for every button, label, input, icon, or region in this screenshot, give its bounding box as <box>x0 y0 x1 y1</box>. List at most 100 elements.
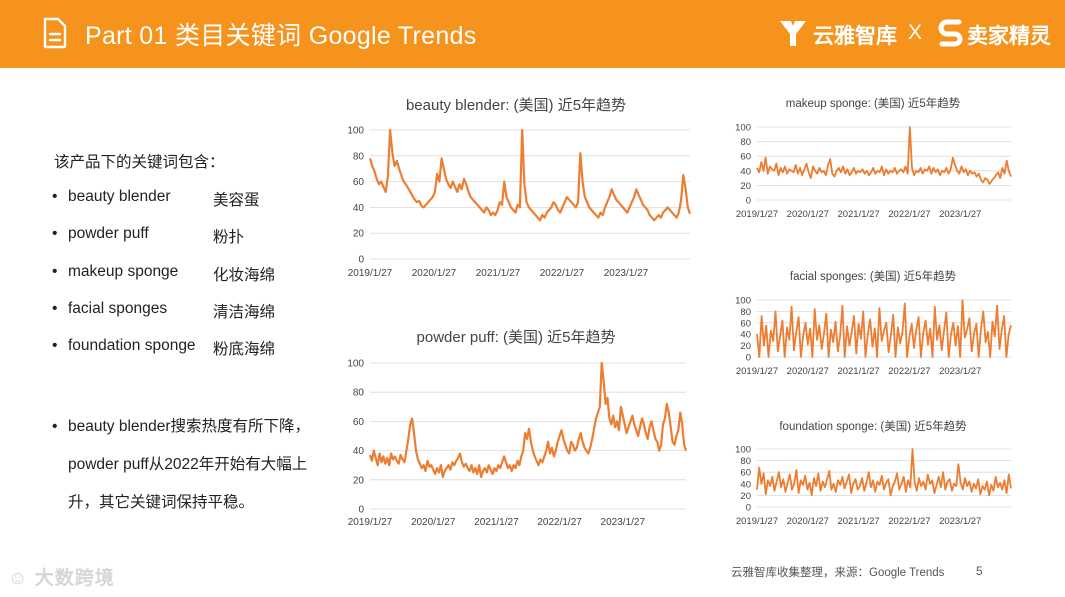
y-tick-label: 40 <box>740 479 751 490</box>
source-note: 云雅智库收集整理，来源：Google Trends <box>731 567 945 579</box>
x-tick-label: 2020/1/27 <box>787 516 829 527</box>
yunya-logo-icon <box>780 21 806 46</box>
intro-text: 该产品下的关键词包含： <box>54 154 225 171</box>
y-tick-label: 80 <box>353 388 365 399</box>
chart-makeup-sponge: makeup sponge: (美国) 近5年趋势 0 20 40 60 80 100 201… <box>735 96 1012 220</box>
y-tick-label: 20 <box>740 491 751 502</box>
keyword-en: foundation sponge <box>68 337 196 354</box>
x-tick-label: 2019/1/27 <box>736 209 778 220</box>
y-tick-label: 60 <box>740 318 751 329</box>
y-tick-label: 20 <box>740 341 751 352</box>
keyword-zh: 化妆海绵 <box>213 267 276 284</box>
x-tick-label: 2023/1/27 <box>601 517 646 528</box>
chart-title: beauty blender: (美国) 近5年趋势 <box>406 97 626 114</box>
y-tick-label: 100 <box>735 296 751 307</box>
x-tick-label: 2021/1/27 <box>474 517 519 528</box>
x-tick-label: 2022/1/27 <box>537 517 582 528</box>
y-tick-label: 0 <box>746 503 751 514</box>
bullet: • <box>52 263 58 280</box>
y-tick-label: 80 <box>740 137 751 148</box>
keyword-en: makeup sponge <box>68 263 179 280</box>
chart-foundation-sponge: foundation sponge: (美国) 近5年趋势 02040608010… <box>735 419 1012 527</box>
x-tick-label: 2022/1/27 <box>888 516 930 527</box>
brand-separator: X <box>908 21 923 44</box>
y-tick-label: 0 <box>746 196 751 207</box>
brand-yunya: 云雅智库 <box>813 25 897 48</box>
y-tick-label: 80 <box>353 151 365 162</box>
bullet: • <box>52 188 58 205</box>
chart-title: foundation sponge: (美国) 近5年趋势 <box>779 419 967 433</box>
brand-sellersprite: 卖家精灵 <box>967 25 1051 48</box>
keyword-zh: 清洁海绵 <box>213 304 276 321</box>
bullet: • <box>52 418 58 435</box>
keyword-zh: 粉扑 <box>213 229 245 246</box>
series-line <box>756 448 1012 497</box>
y-tick-label: 40 <box>740 166 751 177</box>
y-tick-label: 60 <box>740 152 751 163</box>
summary-text: beauty blender搜索热度有所下降，powder puff从2022年… <box>68 418 311 511</box>
chart-title: powder puff: (美国) 近5年趋势 <box>417 329 616 346</box>
y-tick-label: 80 <box>740 307 751 318</box>
x-tick-label: 2020/1/27 <box>787 209 829 220</box>
y-tick-label: 100 <box>347 359 364 370</box>
keyword-zh: 美容蛋 <box>213 192 260 209</box>
y-tick-label: 0 <box>358 505 364 516</box>
keyword-en: powder puff <box>68 225 149 242</box>
x-tick-label: 2019/1/27 <box>348 268 393 279</box>
chart-title: makeup sponge: (美国) 近5年趋势 <box>786 96 961 110</box>
y-tick-label: 100 <box>735 123 751 134</box>
x-tick-label: 2023/1/27 <box>604 268 649 279</box>
x-tick-label: 2022/1/27 <box>540 268 585 279</box>
y-tick-label: 20 <box>740 181 751 192</box>
keyword-zh: 粉底海绵 <box>213 341 276 358</box>
x-tick-label: 2021/1/27 <box>837 209 879 220</box>
y-tick-label: 40 <box>353 203 365 214</box>
y-tick-label: 0 <box>746 353 751 364</box>
x-tick-label: 2020/1/27 <box>412 268 457 279</box>
x-tick-label: 2019/1/27 <box>736 366 778 377</box>
y-tick-label: 100 <box>347 126 364 137</box>
page-title: Part 01 类目关键词 Google Trends <box>85 22 477 50</box>
series-line <box>368 128 692 222</box>
x-tick-label: 2020/1/27 <box>411 517 456 528</box>
x-tick-label: 2021/1/27 <box>837 516 879 527</box>
keyword-en: beauty blender <box>68 188 171 205</box>
bullet: • <box>52 225 58 242</box>
x-tick-label: 2023/1/27 <box>939 516 981 527</box>
x-tick-label: 2019/1/27 <box>348 517 393 528</box>
chart-beauty-blender: beauty blender: (美国) 近5年趋势 0 20 40 60 80 100 20… <box>347 97 692 279</box>
x-tick-label: 2023/1/27 <box>939 209 981 220</box>
x-tick-label: 2021/1/27 <box>837 366 879 377</box>
x-tick-label: 2019/1/27 <box>736 516 778 527</box>
document-icon <box>43 17 67 49</box>
watermark-text: 大数跨境 <box>34 568 115 589</box>
bullet: • <box>52 300 58 317</box>
y-tick-label: 40 <box>740 330 751 341</box>
sellersprite-logo-icon <box>938 19 963 47</box>
page-number: 5 <box>976 564 983 578</box>
x-tick-label: 2023/1/27 <box>939 366 981 377</box>
keyword-en: facial sponges <box>68 300 168 317</box>
series-line <box>368 361 688 478</box>
y-tick-label: 20 <box>353 475 365 486</box>
series-line <box>756 299 1012 358</box>
watermark-icon: ☺︎ <box>8 568 29 589</box>
x-tick-label: 2020/1/27 <box>787 366 829 377</box>
y-tick-label: 100 <box>735 445 751 456</box>
y-tick-label: 80 <box>740 456 751 467</box>
y-tick-label: 60 <box>353 177 365 188</box>
y-tick-label: 60 <box>353 417 365 428</box>
header-bar: Part 01 类目关键词 Google Trends 云雅智库 X 卖家精灵 <box>0 0 1065 68</box>
y-tick-label: 40 <box>353 446 365 457</box>
x-tick-label: 2021/1/27 <box>476 268 521 279</box>
y-tick-label: 60 <box>740 468 751 479</box>
chart-powder-puff: powder puff: (美国) 近5年趋势 0 20 40 60 80 100 2019/… <box>347 329 688 528</box>
bullet: • <box>52 337 58 354</box>
series-line <box>756 126 1012 185</box>
summary-note: • beauty blender搜索热度有所下降，powder puff从202… <box>52 408 322 522</box>
chart-title: facial sponges: (美国) 近5年趋势 <box>790 269 957 283</box>
x-tick-label: 2022/1/27 <box>888 209 930 220</box>
watermark: ☺︎ 大数跨境 <box>8 563 115 590</box>
y-tick-label: 20 <box>353 229 365 240</box>
